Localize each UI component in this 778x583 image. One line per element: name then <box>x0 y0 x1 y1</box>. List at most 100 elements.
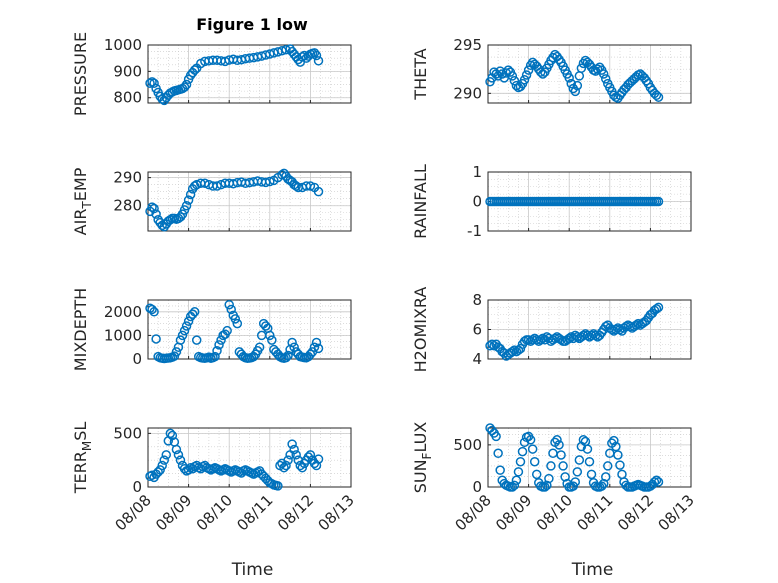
panel-terr-msl: 0 500 TERRMSL 08/0808/0908/1008/1108/1208/1… <box>71 422 358 580</box>
data-point <box>309 342 320 352</box>
data-point <box>529 456 540 467</box>
data-point <box>653 302 664 313</box>
data-point <box>653 196 664 207</box>
data-point <box>633 318 643 329</box>
axes-frame <box>487 44 692 104</box>
data-point <box>313 186 324 197</box>
data-point <box>311 50 322 61</box>
data-point <box>147 304 157 315</box>
axes-frame <box>147 44 352 104</box>
y-tick-label: 0 <box>472 193 482 211</box>
data-point <box>507 482 518 492</box>
data-point <box>279 462 289 473</box>
data-point <box>281 44 291 55</box>
y-tick-label: 2000 <box>104 303 142 321</box>
data-point <box>151 209 161 219</box>
panel-rainfall: -1 0 1 RAINFALL <box>411 163 692 240</box>
data-point <box>187 309 198 319</box>
data-point <box>309 48 320 58</box>
data-point <box>159 455 169 465</box>
data-point <box>653 92 664 102</box>
data-point <box>212 345 222 356</box>
data-point <box>511 80 522 91</box>
data-point <box>289 444 299 455</box>
data-point <box>525 435 536 445</box>
y-tick-label: 280 <box>113 197 142 215</box>
data-point <box>521 70 532 80</box>
data-point <box>313 454 324 464</box>
data-point <box>191 335 202 345</box>
data-point <box>493 448 503 459</box>
data-point <box>226 304 236 315</box>
data-point <box>149 203 159 214</box>
data-point <box>289 342 299 352</box>
axes-frame <box>487 299 692 360</box>
y-tick-label: 0 <box>132 350 142 368</box>
x-tick-label: 08/13 <box>315 491 358 534</box>
x-tick-label: 08/12 <box>614 491 657 534</box>
x-tick-label: 08/11 <box>233 491 276 534</box>
y-tick-label: 4 <box>472 350 482 368</box>
x-axis-label: Time <box>231 560 274 580</box>
y-axis-label: TERRMSL <box>71 422 94 495</box>
data-point <box>550 333 560 344</box>
data-point <box>297 52 308 62</box>
data-point <box>582 444 593 454</box>
data-point <box>287 439 297 449</box>
data-point <box>183 195 194 205</box>
data-point <box>613 450 623 460</box>
x-tick-label: 08/08 <box>112 491 155 534</box>
data-point <box>564 73 574 83</box>
data-point <box>507 346 518 357</box>
data-point <box>281 352 291 363</box>
y-tick-label: 1000 <box>104 326 142 344</box>
data-point <box>291 181 301 191</box>
data-point <box>603 461 613 471</box>
data-point <box>523 65 534 75</box>
y-axis-label: MIXDEPTH <box>71 288 90 371</box>
data-point <box>273 481 283 491</box>
data-point <box>651 304 662 314</box>
y-axis-label: H2OMIXRA <box>411 287 430 373</box>
data-point <box>260 321 271 331</box>
data-point <box>175 335 186 345</box>
data-point <box>161 450 172 460</box>
panel-mixdepth: 0 1000 2000 MIXDEPTH <box>71 288 352 371</box>
data-point <box>538 333 548 344</box>
data-point <box>165 428 176 439</box>
data-point <box>149 307 159 317</box>
data-point <box>542 480 552 491</box>
data-point <box>570 477 581 487</box>
y-tick-label: 500 <box>113 424 142 442</box>
panel-air-temp: 280 290 AIRTEMP <box>71 167 352 235</box>
data-point <box>515 456 526 467</box>
data-point <box>572 80 583 91</box>
data-point <box>311 460 322 471</box>
x-tick-label: 08/10 <box>193 491 236 534</box>
data-point <box>189 65 200 75</box>
data-point <box>179 325 190 336</box>
y-tick-label: 1000 <box>104 36 142 54</box>
y-tick-label: 290 <box>453 84 482 102</box>
data-point <box>611 441 621 452</box>
data-point <box>311 337 322 348</box>
data-point <box>554 440 564 450</box>
data-point <box>509 480 520 491</box>
data-point <box>181 321 192 331</box>
y-tick-label: -1 <box>467 222 482 240</box>
y-axis-label: SUNFLUX <box>411 422 434 494</box>
data-point <box>495 465 505 475</box>
y-tick-label: 295 <box>453 36 482 54</box>
data-point <box>305 181 316 191</box>
data-point <box>651 475 662 486</box>
y-tick-label: 0 <box>132 478 142 496</box>
data-point <box>592 64 603 74</box>
data-point <box>214 340 224 350</box>
y-tick-label: 1 <box>472 163 482 181</box>
data-point <box>540 482 550 492</box>
data-point <box>265 330 275 341</box>
panel-sun-flux: 0 500 SUNFLUX 08/0808/0908/1008/1108/1208/1… <box>411 422 698 580</box>
data-point <box>598 478 609 489</box>
data-point <box>566 78 576 89</box>
